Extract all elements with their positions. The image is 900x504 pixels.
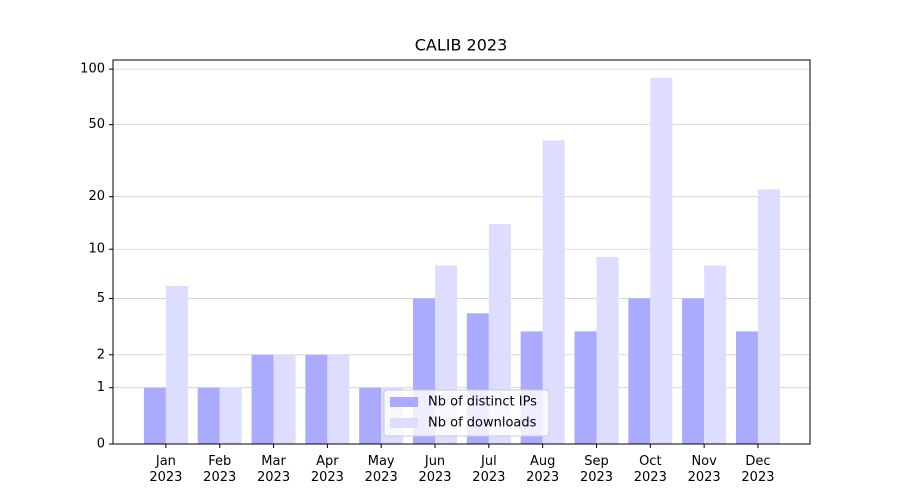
bar [273, 354, 296, 444]
x-tick-label: Mar 2023 [257, 454, 290, 485]
x-tick-label: Apr 2023 [311, 454, 344, 485]
y-tick-label: 2 [97, 347, 105, 362]
y-tick-label: 1 [97, 380, 105, 395]
bar [359, 387, 382, 444]
bar [704, 265, 727, 444]
bar [143, 387, 166, 444]
legend-swatch [390, 418, 418, 428]
bar [219, 387, 242, 444]
y-tick-label: 100 [80, 62, 105, 77]
legend-box [383, 389, 550, 437]
bar [165, 285, 188, 444]
bar [197, 387, 220, 444]
x-tick-label: Dec 2023 [741, 454, 774, 485]
bar [596, 256, 619, 444]
x-tick-label: Aug 2023 [526, 454, 559, 485]
x-tick-label: Jan 2023 [149, 454, 182, 485]
bar [682, 298, 705, 444]
bar [305, 354, 328, 444]
x-tick-label: Sep 2023 [580, 454, 613, 485]
bar [542, 140, 565, 444]
y-tick-label: 10 [88, 242, 105, 257]
bar [251, 354, 274, 444]
bar [327, 354, 350, 444]
x-tick-label: May 2023 [365, 454, 398, 485]
legend-label: Nb of distinct IPs [428, 395, 537, 410]
y-tick-label: 0 [97, 437, 105, 452]
bar [650, 77, 673, 445]
x-tick-label: Feb 2023 [203, 454, 236, 485]
y-tick-label: 50 [88, 117, 105, 132]
y-tick-label: 20 [88, 189, 105, 204]
x-tick-label: Oct 2023 [634, 454, 667, 485]
x-tick-label: Jun 2023 [418, 454, 451, 485]
y-tick-label: 5 [97, 291, 105, 306]
bar [628, 298, 651, 444]
x-tick-label: Nov 2023 [688, 454, 721, 485]
bar [574, 331, 597, 444]
bar [488, 224, 511, 444]
chart-title: CALIB 2023 [415, 36, 508, 55]
legend-swatch [390, 397, 418, 407]
plot-frame [112, 59, 811, 445]
x-tick-label: Jul 2023 [472, 454, 505, 485]
bar [735, 331, 758, 444]
bar [757, 189, 780, 444]
legend-label: Nb of downloads [428, 416, 537, 431]
